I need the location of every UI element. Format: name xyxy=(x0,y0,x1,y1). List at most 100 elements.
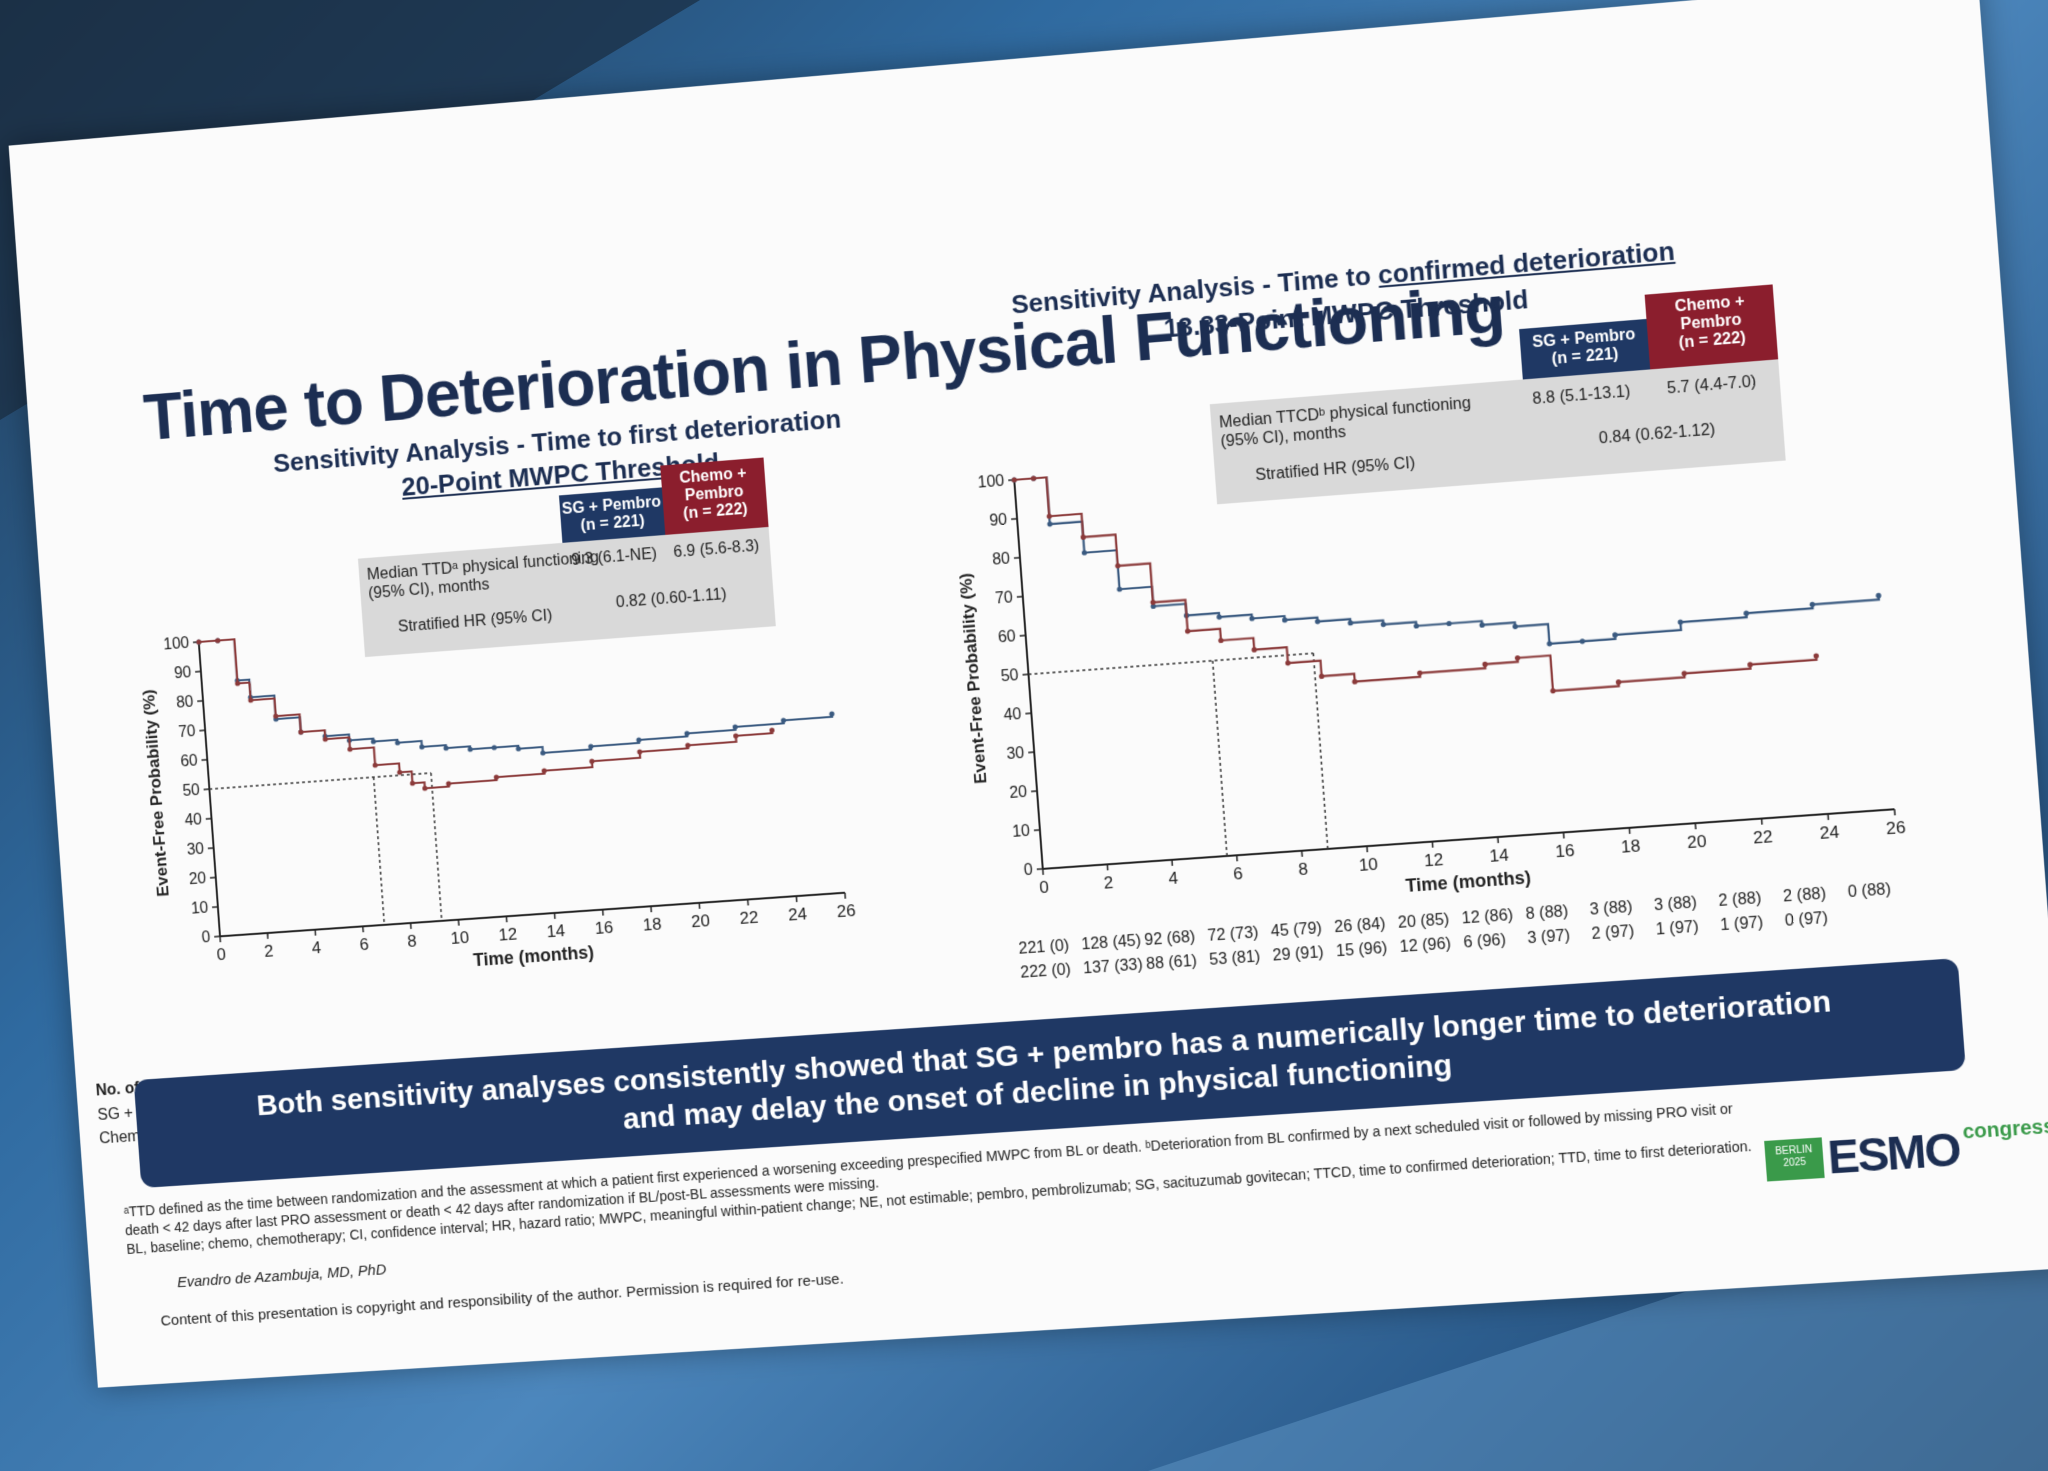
chemo-pembro-censor-mark xyxy=(298,729,303,734)
y-tick-label: 100 xyxy=(977,473,1005,492)
chemo-pembro-censor-mark xyxy=(541,768,546,774)
chemo-pembro-censor-mark xyxy=(1218,638,1224,644)
risk-count: 92 (68) xyxy=(1144,929,1196,950)
chemo-pembro-censor-mark xyxy=(1185,628,1191,634)
chemo-pembro-censor-mark xyxy=(589,759,594,765)
sg-pembro-censor-mark xyxy=(1047,521,1053,527)
risk-count: 221 (0) xyxy=(1018,937,1070,958)
x-tick-label: 0 xyxy=(216,945,226,964)
risk-count: 2 (88) xyxy=(1782,885,1826,906)
y-tick-label: 10 xyxy=(1012,823,1031,841)
sg-pembro-censor-mark xyxy=(1348,620,1354,626)
y-tick-label: 80 xyxy=(176,694,195,712)
risk-count: 0 (88) xyxy=(1847,881,1891,902)
sg-pembro-censor-mark xyxy=(1216,614,1222,620)
sg-pembro-censor-mark xyxy=(1082,550,1088,556)
y-tick-label: 40 xyxy=(184,811,203,829)
x-tick-label: 8 xyxy=(1298,859,1309,879)
risk-count: 26 (84) xyxy=(1334,916,1387,938)
x-tick-label: 22 xyxy=(1753,827,1774,848)
y-tick-label: 30 xyxy=(186,841,205,859)
risk-count: 45 (79) xyxy=(1270,920,1322,942)
author-name: Evandro de Azambuja, MD, PhD xyxy=(177,1261,387,1291)
sg-pembro-censor-mark xyxy=(684,731,689,737)
x-tick-label: 18 xyxy=(642,914,662,934)
y-tick-label: 80 xyxy=(992,550,1011,568)
chemo-pembro-censor-mark xyxy=(1011,477,1017,483)
sg-pembro-curve xyxy=(199,595,833,778)
risk-count: 1 (97) xyxy=(1655,919,1699,940)
sg-pembro-censor-mark xyxy=(781,718,787,724)
y-tick-label: 30 xyxy=(1006,745,1025,763)
x-tick-label: 6 xyxy=(1233,864,1244,884)
chemo-pembro-censor-mark xyxy=(347,746,352,751)
berlin-badge: BERLIN 2025 xyxy=(1764,1137,1825,1181)
sg-pembro-censor-mark xyxy=(1414,623,1420,629)
x-tick-label: 20 xyxy=(691,911,711,931)
x-tick-label: 20 xyxy=(1686,831,1707,852)
chemo-pembro-censor-mark xyxy=(1285,660,1291,666)
x-tick-label: 18 xyxy=(1620,836,1641,857)
chemo-pembro-censor-mark xyxy=(446,781,451,786)
chemo-pembro-censor-mark xyxy=(1031,476,1037,482)
sg-pembro-censor-mark xyxy=(1249,616,1255,622)
y-tick-label: 20 xyxy=(188,870,207,888)
left-chart-svg: 01020304050607080901000 2 4 6 8 10 12 14 16 18 20 2… xyxy=(129,551,901,1019)
y-tick-label: 0 xyxy=(201,929,211,946)
x-tick-label: 4 xyxy=(311,938,322,958)
presentation-slide: Time to Deterioration in Physical Functi… xyxy=(9,0,2048,1388)
sg-pembro-censor-mark xyxy=(1282,617,1288,623)
sg-pembro-censor-mark xyxy=(1446,621,1452,627)
risk-count: 53 (81) xyxy=(1209,948,1261,969)
y-axis-label: Event-Free Probability (%) xyxy=(139,689,172,898)
risk-count: 12 (86) xyxy=(1461,907,1514,929)
sg-pembro-censor-mark xyxy=(1547,641,1553,647)
x-tick-label: 24 xyxy=(788,904,808,924)
y-tick-label: 90 xyxy=(174,664,193,682)
sg-pembro-censor-mark xyxy=(1381,622,1387,628)
x-tick-label: 16 xyxy=(1555,841,1576,862)
sg-pembro-censor-mark xyxy=(1117,586,1123,592)
risk-count: 8 (88) xyxy=(1525,903,1569,924)
sg-pembro-censor-mark xyxy=(1612,632,1618,638)
x-tick-label: 26 xyxy=(836,901,856,921)
sg-pembro-censor-mark xyxy=(1876,593,1882,599)
x-tick-label: 2 xyxy=(1103,873,1114,893)
sg-pembro-censor-mark xyxy=(1678,619,1684,625)
y-tick-label: 60 xyxy=(180,752,199,770)
chemo-pembro-censor-mark xyxy=(422,786,427,791)
chemo-pembro-censor-mark xyxy=(397,770,402,775)
y-tick-label: 60 xyxy=(997,628,1016,646)
sg-pembro-censor-mark xyxy=(1479,622,1485,628)
risk-count: 29 (91) xyxy=(1272,944,1324,966)
y-tick-label: 100 xyxy=(163,635,190,654)
x-tick-label: 0 xyxy=(1039,877,1050,897)
sg-pembro-censor-mark xyxy=(1512,624,1518,630)
chemo-pembro-censor-mark xyxy=(1046,513,1052,519)
x-axis-label: Time (months) xyxy=(1405,867,1532,896)
risk-count: 3 (88) xyxy=(1653,894,1697,915)
y-tick-label: 70 xyxy=(995,589,1014,607)
sg-pembro-censor-mark xyxy=(636,737,641,743)
y-tick-label: 50 xyxy=(1000,667,1019,685)
median-drop-line xyxy=(1313,653,1327,849)
median-drop-line xyxy=(374,777,385,925)
x-tick-label: 8 xyxy=(407,931,418,951)
chemo-pembro-curve xyxy=(1014,419,1817,729)
chemo-pembro-censor-mark xyxy=(494,774,499,780)
sg-pembro-censor-mark xyxy=(540,750,545,756)
risk-count: 12 (96) xyxy=(1399,935,1452,957)
y-tick-label: 10 xyxy=(191,900,210,918)
x-tick-label: 16 xyxy=(594,918,614,938)
chemo-pembro-censor-mark xyxy=(215,638,220,643)
chemo-pembro-censor-mark xyxy=(1251,647,1257,653)
esmo-logo: BERLIN 2025 ESMO congress xyxy=(1764,1115,2048,1188)
y-tick-label: 70 xyxy=(178,723,197,741)
x-tick-label: 12 xyxy=(1423,850,1444,871)
risk-count: 15 (96) xyxy=(1335,940,1388,962)
right-chart-svg: 01020304050607080901000 2 4 6 8 10 12 14 16 18 20 2… xyxy=(943,389,1951,933)
sg-pembro-censor-mark xyxy=(829,711,835,717)
x-tick-label: 24 xyxy=(1819,822,1840,843)
sg-pembro-curve xyxy=(1014,414,1880,682)
x-tick-label: 4 xyxy=(1168,868,1179,888)
